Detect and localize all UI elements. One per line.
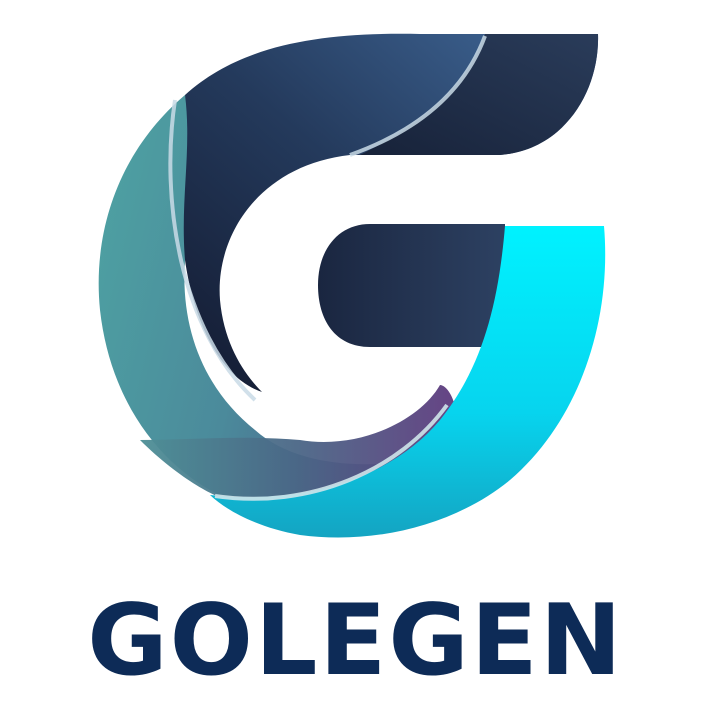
brand-wordmark: GOLEGEN [87,584,624,698]
g-letter-logo-icon [98,33,606,538]
